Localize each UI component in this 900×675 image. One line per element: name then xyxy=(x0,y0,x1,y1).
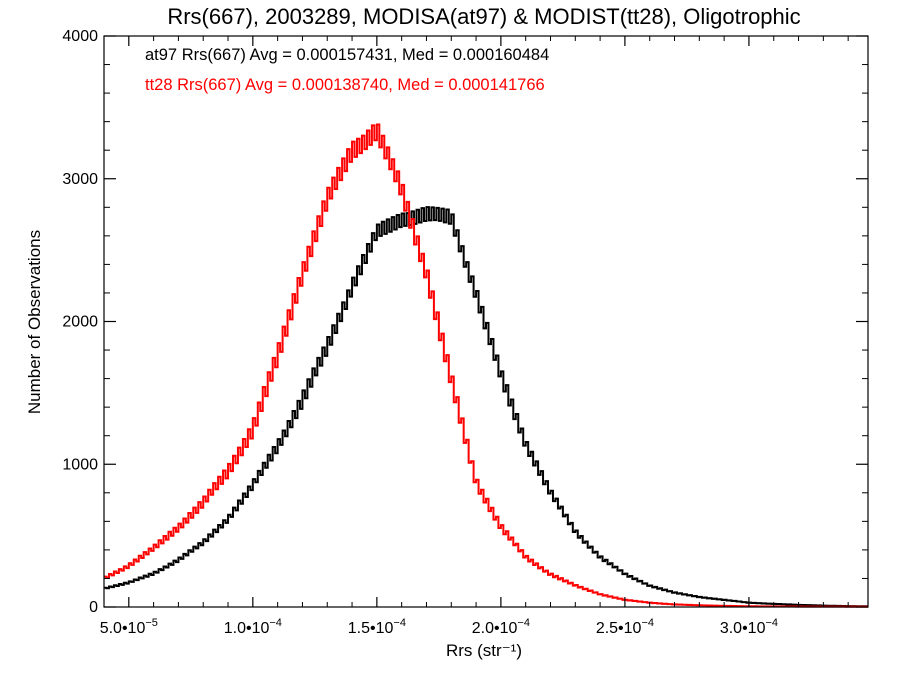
x-tick-exponent: −4 xyxy=(765,617,778,629)
x-tick-label: 1.5•10−4 xyxy=(348,617,406,637)
y-tick-label: 3000 xyxy=(62,171,98,188)
x-tick-exponent: −4 xyxy=(269,617,282,629)
x-tick-label: 2.5•10−4 xyxy=(596,617,654,637)
x-tick-label: 3.0•10−4 xyxy=(720,617,778,637)
x-tick-exponent: −4 xyxy=(517,617,530,629)
x-tick-label: 5.0•10−5 xyxy=(100,617,158,637)
plot-frame xyxy=(103,35,869,608)
legend-entry-at97: at97 Rrs(667) Avg = 0.000157431, Med = 0… xyxy=(145,46,549,64)
x-tick-mantissa: 3.0•10 xyxy=(720,620,766,637)
y-axis-label: Number of Observations xyxy=(25,230,44,414)
series-layer xyxy=(104,123,868,608)
x-tick-exponent: −5 xyxy=(145,617,158,629)
x-tick-mantissa: 2.0•10 xyxy=(472,620,518,637)
x-tick-mantissa: 2.5•10 xyxy=(596,620,642,637)
x-tick-label: 1.0•10−4 xyxy=(224,617,282,637)
y-tick-label: 0 xyxy=(89,599,98,616)
y-tick-label: 2000 xyxy=(62,314,98,331)
x-tick-mantissa: 5.0•10 xyxy=(100,620,146,637)
x-tick-label: 2.0•10−4 xyxy=(472,617,530,637)
series-line-1 xyxy=(104,123,868,608)
x-tick-mantissa: 1.5•10 xyxy=(348,620,394,637)
tick-layer: 5.0•10−5 1.0•10−4 1.5•10−4 2.0•10−4 2.5•10−4… xyxy=(62,28,868,637)
x-tick-exponent: −4 xyxy=(641,617,654,629)
y-tick-label: 4000 xyxy=(62,28,98,45)
series-line-0 xyxy=(104,206,868,608)
legend-entry-tt28: tt28 Rrs(667) Avg = 0.000138740, Med = 0… xyxy=(145,76,545,94)
x-axis-label: Rrs (str⁻¹) xyxy=(446,641,522,660)
chart-title: Rrs(667), 2003289, MODISA(at97) & MODIST… xyxy=(167,4,800,29)
y-tick-label: 1000 xyxy=(62,456,98,473)
x-tick-exponent: −4 xyxy=(393,617,406,629)
x-tick-mantissa: 1.0•10 xyxy=(224,620,270,637)
